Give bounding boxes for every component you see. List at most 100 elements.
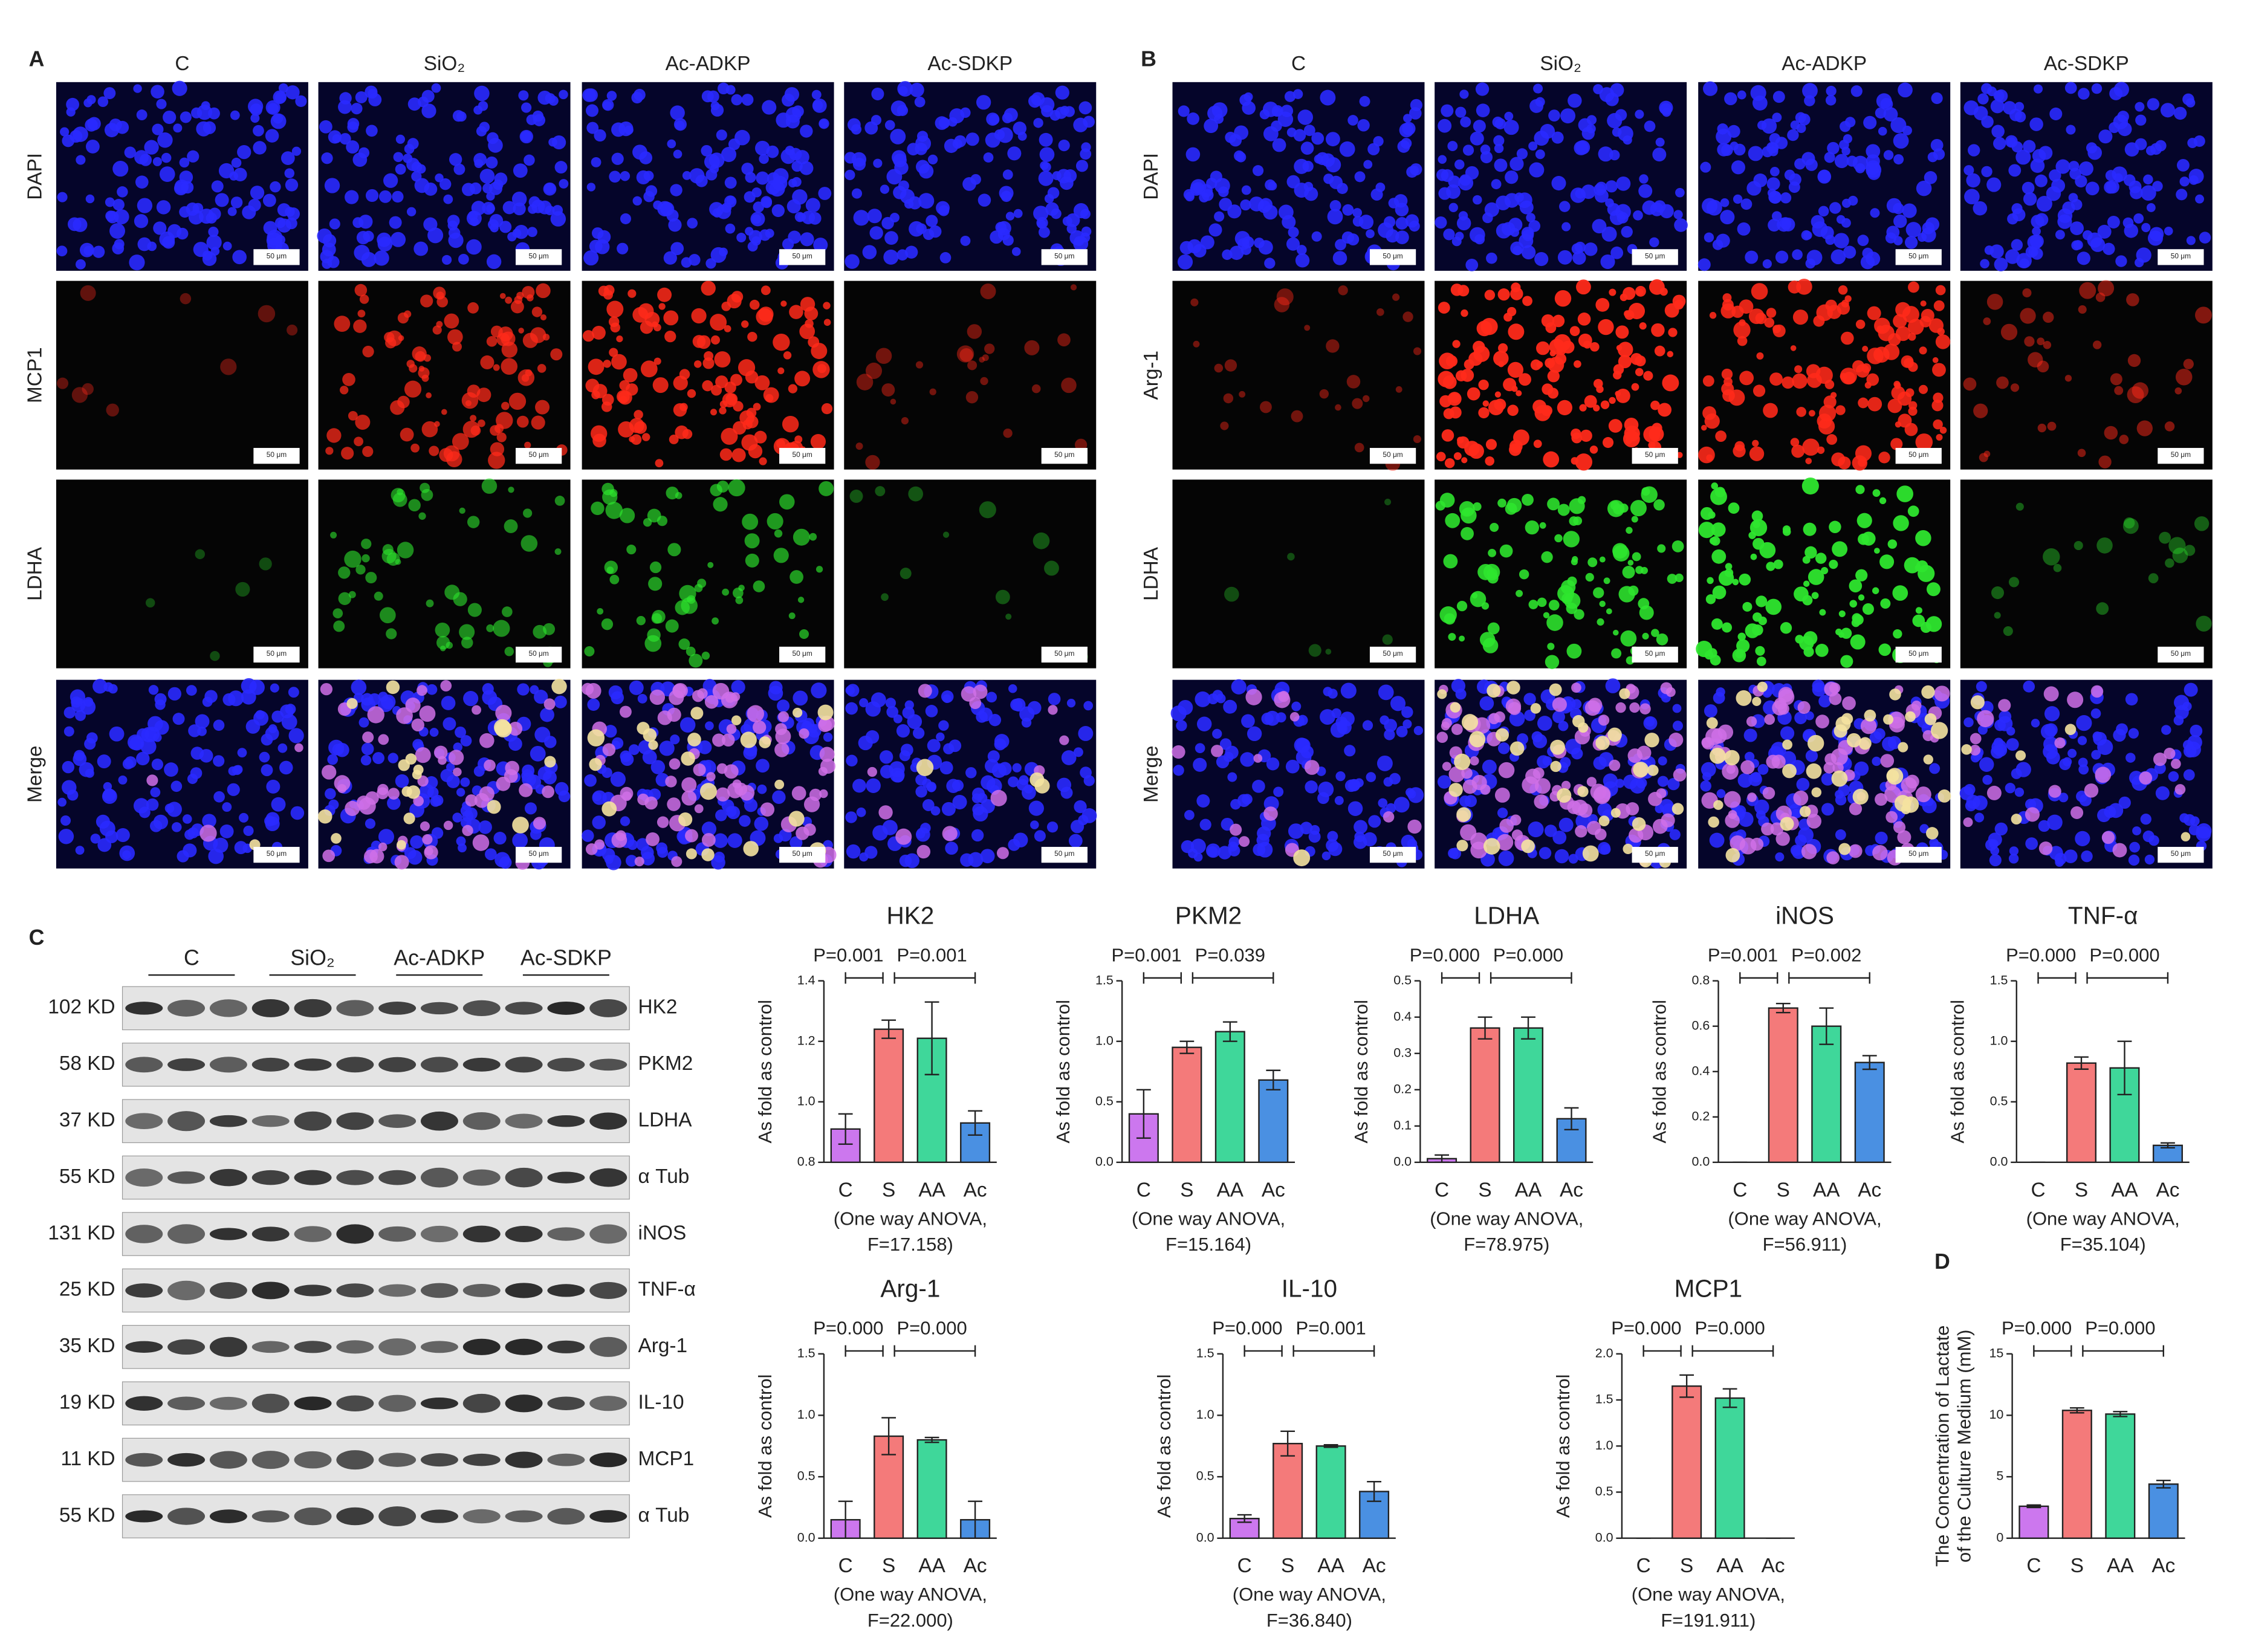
cell [2176, 158, 2190, 172]
cell [582, 682, 594, 695]
cell [1456, 840, 1468, 852]
cell [1552, 314, 1565, 328]
cell [1507, 361, 1524, 378]
cell [328, 130, 342, 144]
cell [1288, 227, 1299, 238]
cell [1508, 702, 1522, 715]
cell [1915, 607, 1922, 614]
cell [489, 214, 504, 228]
cell [895, 828, 912, 845]
cell [1936, 433, 1943, 441]
cell [679, 717, 696, 733]
cell [1519, 569, 1529, 580]
cell [263, 221, 277, 235]
cell [2114, 386, 2124, 395]
cell [426, 392, 432, 398]
significance-bracket [2033, 1345, 2072, 1357]
cell [782, 93, 795, 107]
cell [1802, 83, 1818, 99]
cell [211, 180, 224, 193]
cell [769, 181, 785, 197]
cell [1675, 187, 1685, 198]
y-tick-label: 1.0 [1196, 1407, 1214, 1422]
cell [536, 283, 551, 299]
cell [517, 683, 530, 696]
cell [748, 230, 762, 244]
cell [2055, 159, 2070, 174]
band-size: 58 KD [59, 1052, 115, 1075]
cell [405, 698, 421, 713]
cell [627, 839, 638, 850]
bar [1811, 1025, 1842, 1164]
cell [1873, 728, 1885, 740]
cell [1924, 171, 1937, 184]
cell [427, 227, 444, 244]
cell [799, 629, 809, 640]
cell [594, 129, 606, 142]
cell [1648, 792, 1662, 806]
cell [1383, 811, 1395, 823]
cell [585, 843, 598, 855]
y-axis-label: As fold as control [1947, 1000, 1968, 1144]
cell [952, 779, 964, 792]
cell [2015, 502, 2024, 511]
cell [685, 829, 698, 843]
cell [1792, 249, 1803, 261]
cell [1464, 795, 1477, 808]
cell [1507, 404, 1519, 416]
cell [971, 829, 984, 842]
cell [1803, 231, 1812, 240]
cell [1547, 497, 1560, 511]
cell [2075, 831, 2090, 846]
cell [1438, 155, 1447, 164]
cell [1771, 754, 1786, 769]
cell [2032, 227, 2041, 236]
blot-band [336, 1340, 374, 1354]
cell [1635, 285, 1646, 297]
y-tick-label: 1.5 [797, 1346, 815, 1360]
cell [2043, 736, 2058, 752]
cell [1875, 793, 1888, 806]
blot-band [251, 1510, 290, 1523]
y-tick-label: 0 [1996, 1530, 2003, 1544]
cell [1534, 252, 1549, 267]
cell [759, 154, 769, 164]
cell [793, 528, 810, 546]
cell [1457, 285, 1470, 297]
cell [979, 501, 996, 519]
cell [471, 201, 486, 216]
cell [261, 733, 273, 746]
cell [927, 154, 938, 165]
cell [1335, 771, 1346, 782]
cell [1257, 841, 1273, 858]
blot-band [167, 1508, 206, 1525]
error-bar [1477, 1016, 1493, 1040]
cell [79, 762, 94, 777]
cell [1633, 210, 1643, 221]
cell [544, 756, 556, 768]
cell [2070, 221, 2084, 235]
cell [1019, 706, 1035, 722]
cell [1508, 323, 1525, 340]
blot-band [294, 999, 332, 1017]
cell [1542, 756, 1552, 766]
cell [433, 745, 448, 760]
cell [1675, 573, 1684, 583]
cell [2049, 169, 2061, 182]
cell [213, 791, 225, 803]
y-tick-label: 0.6 [1691, 1018, 1710, 1032]
cell [626, 544, 637, 555]
cell [1733, 321, 1751, 339]
cell [1034, 830, 1046, 842]
cell [57, 192, 68, 202]
cell [681, 751, 695, 766]
cell [862, 245, 877, 259]
cell [1059, 735, 1069, 745]
cell [456, 836, 466, 846]
cell [1341, 231, 1354, 244]
cell [2078, 764, 2089, 775]
cell [2071, 240, 2081, 251]
cell [2003, 626, 2013, 637]
cell [609, 574, 620, 585]
